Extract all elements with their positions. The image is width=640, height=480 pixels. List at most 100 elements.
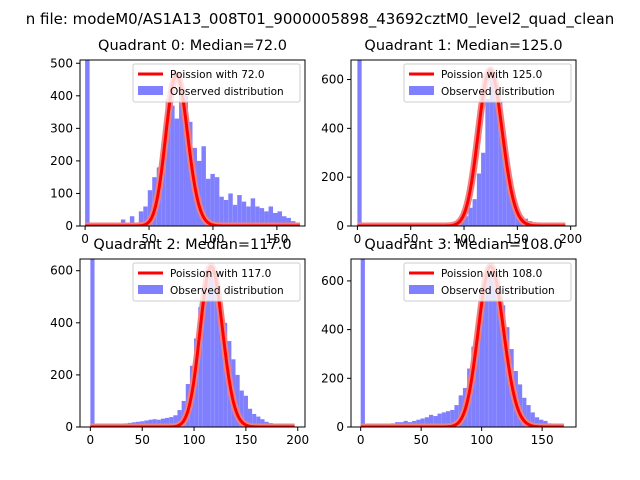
x-tick-label: 100 xyxy=(453,232,476,246)
histogram-bar xyxy=(138,211,144,226)
y-tick-label: 100 xyxy=(50,186,73,200)
histogram-bar xyxy=(458,395,463,427)
histogram-bar xyxy=(485,99,490,226)
x-tick-label: 50 xyxy=(135,433,150,447)
legend-hist-label: Observed distribution xyxy=(170,285,284,297)
legend-box xyxy=(132,63,301,103)
histogram-bar xyxy=(420,418,425,427)
histogram-bar xyxy=(433,416,438,427)
figure-suptitle: n file: modeM0/AS1A13_008T01_9000005898_… xyxy=(26,10,615,29)
histogram-bar xyxy=(498,101,503,226)
histogram-bar xyxy=(201,146,206,226)
legend-box xyxy=(403,262,572,302)
legend-line-label: Poission with 125.0 xyxy=(441,69,542,81)
axes-frame xyxy=(350,59,577,227)
y-tick-label: 300 xyxy=(50,121,73,135)
poisson-curve xyxy=(360,264,565,427)
histogram-bar xyxy=(506,174,511,226)
subplot-title: Quadrant 0: Median=72.0 xyxy=(98,38,287,54)
histogram-bar xyxy=(510,196,516,226)
histogram-bar xyxy=(416,419,421,427)
histogram-bar xyxy=(156,419,161,427)
histogram-bar xyxy=(152,419,157,427)
poisson-curve xyxy=(356,68,566,226)
histogram-bar xyxy=(357,60,362,226)
plot-area xyxy=(82,60,303,226)
histogram-bar xyxy=(206,268,211,427)
histogram-bar xyxy=(165,99,171,226)
legend-line-label: Poission with 117.0 xyxy=(170,268,271,280)
y-tick-label: 400 xyxy=(321,323,344,337)
histogram-bar xyxy=(247,408,253,427)
x-tick-label: 50 xyxy=(414,433,429,447)
poisson-curve xyxy=(84,73,301,226)
legend-box xyxy=(403,63,572,103)
histogram-bar xyxy=(214,177,220,226)
y-tick-label: 200 xyxy=(321,371,344,385)
histogram-bar xyxy=(260,419,265,427)
x-tick-label: 0 xyxy=(81,232,89,246)
histogram-bar xyxy=(286,217,291,226)
histogram-bar xyxy=(174,118,180,226)
subplot-0: 0 50 100 150 0 100 200 300 400 500 Quadrant 0: Med… xyxy=(50,38,306,246)
x-tick-label: 150 xyxy=(234,433,257,447)
x-tick-label: 100 xyxy=(183,433,206,447)
histogram-bar xyxy=(479,305,485,427)
histogram-bar xyxy=(85,60,90,226)
histogram-bar xyxy=(502,140,507,226)
histogram-bar xyxy=(464,216,469,226)
axes-frame xyxy=(79,258,306,428)
histogram-bar xyxy=(239,390,244,427)
y-tick-label: 400 xyxy=(321,121,344,135)
x-tick-label: 0 xyxy=(354,232,362,246)
x-tick-label: 200 xyxy=(559,232,582,246)
histogram-bar xyxy=(246,206,251,226)
histogram-bar xyxy=(476,173,482,226)
histogram-bar xyxy=(161,144,166,226)
histogram-bar xyxy=(259,208,265,226)
histogram-bar xyxy=(256,416,261,427)
axes-frame xyxy=(350,258,577,428)
subplot-1: 0 50 100 150 200 0 200 400 600 Quadrant 1: Median… xyxy=(321,38,582,246)
y-tick-label: 500 xyxy=(50,56,73,70)
subplot-title: Quadrant 2: Median=117.0 xyxy=(93,237,291,253)
histogram-bar xyxy=(210,272,215,427)
legend-line-label: Poission with 108.0 xyxy=(441,268,542,280)
y-tick-label: 0 xyxy=(65,420,73,434)
histogram-bar xyxy=(488,276,493,427)
histogram-bar xyxy=(522,397,527,427)
legend-hist-swatch xyxy=(138,86,163,95)
x-tick-label: 0 xyxy=(357,433,365,447)
histogram-bar xyxy=(437,413,442,427)
histogram-bar xyxy=(179,82,184,226)
histogram-bar xyxy=(450,409,455,427)
histogram-bar xyxy=(281,216,287,226)
histogram-bar xyxy=(169,417,174,427)
legend-hist-label: Observed distribution xyxy=(441,285,555,297)
histogram-bar xyxy=(228,193,233,226)
x-tick-label: 150 xyxy=(506,232,529,246)
histogram-bar xyxy=(530,412,535,427)
histogram-bar xyxy=(273,212,278,226)
legend-hist-label: Observed distribution xyxy=(441,86,555,98)
histogram-bar xyxy=(255,206,260,226)
y-tick-label: 400 xyxy=(50,89,73,103)
histogram-bar xyxy=(243,395,248,427)
histogram-bar xyxy=(264,211,269,226)
subplot-3: 0 50 100 150 0 200 400 600 Quadrant 3: Median=10… xyxy=(321,237,577,447)
legend-hist-swatch xyxy=(138,285,163,294)
legend-line-label: Poission with 72.0 xyxy=(170,69,265,81)
histogram-bar xyxy=(237,195,242,226)
histogram-bar xyxy=(241,201,247,226)
x-tick-label: 0 xyxy=(87,433,95,447)
x-tick-label: 100 xyxy=(470,433,493,447)
histogram-bar xyxy=(218,311,224,427)
histogram-bar xyxy=(445,411,451,427)
histogram-bar xyxy=(534,417,540,427)
histogram-bar xyxy=(183,95,189,226)
y-tick-label: 600 xyxy=(321,73,344,87)
histogram-bar xyxy=(496,288,501,427)
x-tick-label: 50 xyxy=(141,232,156,246)
